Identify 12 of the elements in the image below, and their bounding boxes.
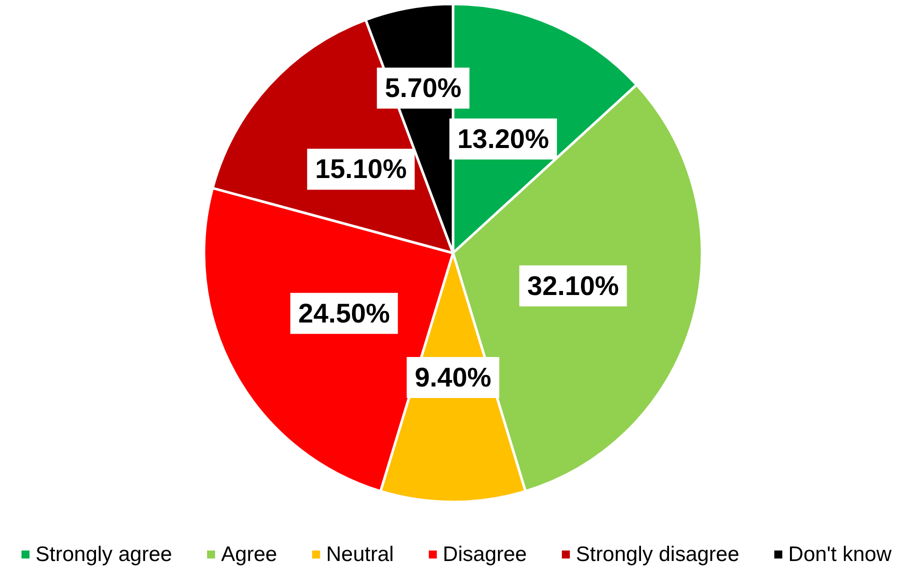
legend-label: Don't know [788,543,892,566]
data-label: 32.10% [527,270,619,301]
data-label: 13.20% [457,124,549,154]
data-label: 24.50% [298,298,390,328]
legend-label: Strongly agree [35,543,172,566]
data-label: 9.40% [414,362,492,392]
legend-label: Disagree [442,543,527,566]
legend-label: Neutral [326,543,394,566]
data-label: 5.70% [384,73,462,104]
data-label: 15.10% [315,154,407,184]
legend-label: Strongly disagree [576,543,740,566]
legend-label: Agree [221,543,278,566]
